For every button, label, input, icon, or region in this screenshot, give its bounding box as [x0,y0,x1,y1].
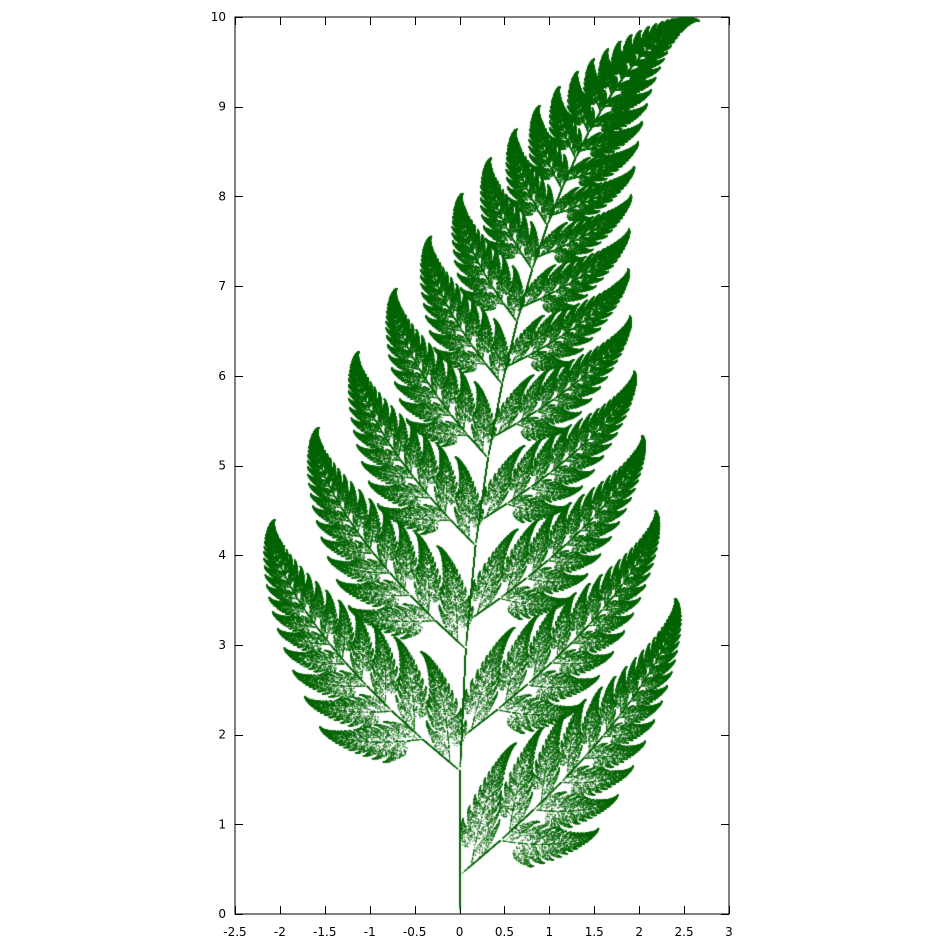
x-tick-label: 1.5 [585,925,604,939]
y-tick-label: 2 [218,728,226,742]
x-tick-label: -1 [364,925,376,939]
y-tick-label: 0 [218,907,226,921]
y-tick-label: 4 [218,548,226,562]
x-tick-label: 2.5 [675,925,694,939]
y-axis-tick-labels: 0 1 2 3 4 5 6 7 8 9 10 [211,10,226,921]
y-tick-label: 6 [218,369,226,383]
x-tick-label: 0.5 [495,925,514,939]
y-tick-label: 8 [218,189,226,203]
fern-scatter-points [235,17,729,914]
x-tick-label: 3 [725,925,733,939]
y-tick-label: 1 [218,817,226,831]
x-tick-label: 0 [456,925,464,939]
y-tick-label: 9 [218,100,226,114]
x-tick-label: -2.5 [223,925,246,939]
x-tick-label: -0.5 [403,925,426,939]
y-tick-label: 5 [218,459,226,473]
x-tick-label: -2 [274,925,286,939]
x-tick-label: 1 [546,925,554,939]
y-tick-label: 3 [218,638,226,652]
y-tick-label: 10 [211,10,226,24]
x-axis-tick-labels: -2.5 -2 -1.5 -1 -0.5 0 0.5 1 1.5 2 2.5 3 [223,925,733,939]
y-tick-label: 7 [218,279,226,293]
x-tick-label: -1.5 [313,925,336,939]
x-tick-label: 2 [635,925,643,939]
